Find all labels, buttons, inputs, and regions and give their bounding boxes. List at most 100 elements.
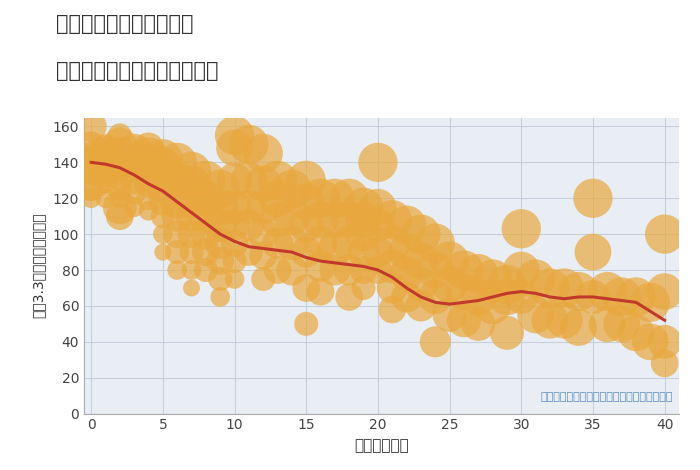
Point <box>315 239 326 247</box>
Point <box>172 212 183 220</box>
Point <box>358 230 369 238</box>
Point <box>129 204 140 211</box>
Point <box>186 180 197 188</box>
Point <box>358 266 369 274</box>
Point <box>229 132 240 139</box>
Point <box>444 311 455 319</box>
Point <box>186 168 197 175</box>
Point <box>473 320 484 328</box>
Point <box>85 141 97 148</box>
Point <box>129 177 140 184</box>
Point <box>358 284 369 292</box>
Point <box>386 263 398 270</box>
Point <box>386 306 398 313</box>
Point <box>215 239 226 247</box>
Point <box>315 288 326 295</box>
Point <box>172 266 183 274</box>
Point <box>85 186 97 193</box>
Point <box>229 221 240 229</box>
Point <box>244 204 255 211</box>
Point <box>487 302 498 310</box>
Point <box>645 298 656 306</box>
Point <box>200 248 211 256</box>
Point <box>158 230 169 238</box>
Point <box>458 288 470 295</box>
Point <box>616 320 627 328</box>
Point <box>100 144 111 152</box>
Point <box>300 221 312 229</box>
Point <box>358 216 369 224</box>
Point <box>602 320 613 328</box>
Point <box>172 177 183 184</box>
Point <box>100 149 111 157</box>
Point <box>415 302 426 310</box>
Point <box>545 316 556 324</box>
Point <box>559 284 570 292</box>
Point <box>501 329 512 337</box>
Point <box>186 198 197 205</box>
Point <box>129 189 140 196</box>
Point <box>85 195 97 202</box>
Point <box>85 158 97 166</box>
Point <box>659 230 671 238</box>
Point <box>315 216 326 224</box>
Point <box>473 270 484 277</box>
Point <box>215 293 226 301</box>
Point <box>272 177 284 184</box>
Point <box>100 195 111 202</box>
Point <box>200 177 211 184</box>
Point <box>215 221 226 229</box>
Point <box>516 266 527 274</box>
Point <box>114 141 125 148</box>
Y-axis label: 坪（3.3㎡）単価（万円）: 坪（3.3㎡）単価（万円） <box>32 213 46 318</box>
Point <box>300 284 312 292</box>
Point <box>372 248 384 256</box>
Point <box>158 198 169 205</box>
Point <box>300 248 312 256</box>
Point <box>573 288 584 295</box>
Point <box>143 207 154 215</box>
Point <box>186 248 197 256</box>
Point <box>401 293 412 301</box>
Point <box>258 230 269 238</box>
Point <box>229 275 240 283</box>
Point <box>616 293 627 301</box>
Point <box>415 257 426 265</box>
Point <box>430 266 441 274</box>
Point <box>372 158 384 166</box>
Point <box>315 195 326 202</box>
Point <box>272 195 284 202</box>
Point <box>172 198 183 205</box>
Point <box>430 338 441 345</box>
Point <box>85 168 97 175</box>
Text: 円の大きさは、取引のあった物件面積を示す: 円の大きさは、取引のあった物件面積を示す <box>540 392 673 402</box>
Point <box>258 204 269 211</box>
Point <box>244 177 255 184</box>
Point <box>200 195 211 202</box>
Point <box>659 360 671 367</box>
Point <box>158 173 169 180</box>
Point <box>329 245 340 252</box>
Text: 築年数別中古マンション価格: 築年数別中古マンション価格 <box>56 61 218 81</box>
Point <box>200 212 211 220</box>
Point <box>85 149 97 157</box>
Point <box>114 204 125 211</box>
Point <box>286 212 297 220</box>
Point <box>386 239 398 247</box>
Point <box>114 195 125 202</box>
Point <box>286 239 297 247</box>
Point <box>186 284 197 292</box>
X-axis label: 築年数（年）: 築年数（年） <box>354 438 409 453</box>
Point <box>286 186 297 193</box>
Point <box>401 248 412 256</box>
Point <box>401 221 412 229</box>
Point <box>215 186 226 193</box>
Point <box>244 221 255 229</box>
Point <box>329 216 340 224</box>
Point <box>85 177 97 184</box>
Point <box>516 293 527 301</box>
Point <box>344 216 355 224</box>
Point <box>114 186 125 193</box>
Point <box>100 158 111 166</box>
Point <box>200 230 211 238</box>
